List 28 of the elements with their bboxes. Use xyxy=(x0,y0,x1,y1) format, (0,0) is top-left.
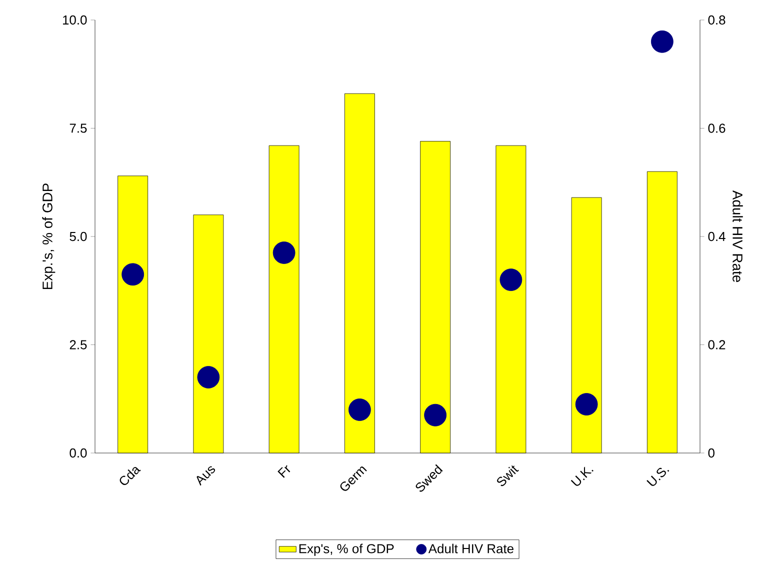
y-tick-label: 7.5 xyxy=(70,124,87,133)
y-axis-title: Exp.'s, % of GDP xyxy=(42,184,56,290)
x-tick-label: Fr xyxy=(278,465,290,478)
point xyxy=(272,242,296,264)
x-tick-label: Swit xyxy=(497,465,519,486)
legend-label: Exp's, % of GDP xyxy=(299,544,394,556)
point xyxy=(122,263,144,286)
legend-label: Adult HIV Rate xyxy=(428,544,514,554)
y-tick-label: 0.0 xyxy=(70,448,87,458)
point xyxy=(575,393,598,416)
y2-tick-label: 0.4 xyxy=(708,232,726,242)
y-tick-label: 5.0 xyxy=(70,232,87,242)
y-tick-label: 10.0 xyxy=(63,15,87,25)
point xyxy=(500,268,522,291)
y2-axis-title: Adult HIV Rate xyxy=(732,190,743,282)
y2-tick-label: 0.8 xyxy=(708,15,726,25)
x-tick-label: U.K. xyxy=(570,466,594,486)
y2-tick-label: 0.6 xyxy=(708,124,726,133)
point xyxy=(348,398,371,421)
x-tick-label: Aus xyxy=(196,466,216,486)
x-tick-label: U.S. xyxy=(646,468,670,486)
y-tick-label: 2.5 xyxy=(70,340,87,350)
x-tick-label: Cda xyxy=(120,466,141,486)
y2-tick-label: 0.2 xyxy=(708,340,726,350)
y2-tick-label: 0 xyxy=(708,448,714,458)
point xyxy=(650,30,674,53)
point xyxy=(424,404,447,426)
point xyxy=(197,366,220,388)
